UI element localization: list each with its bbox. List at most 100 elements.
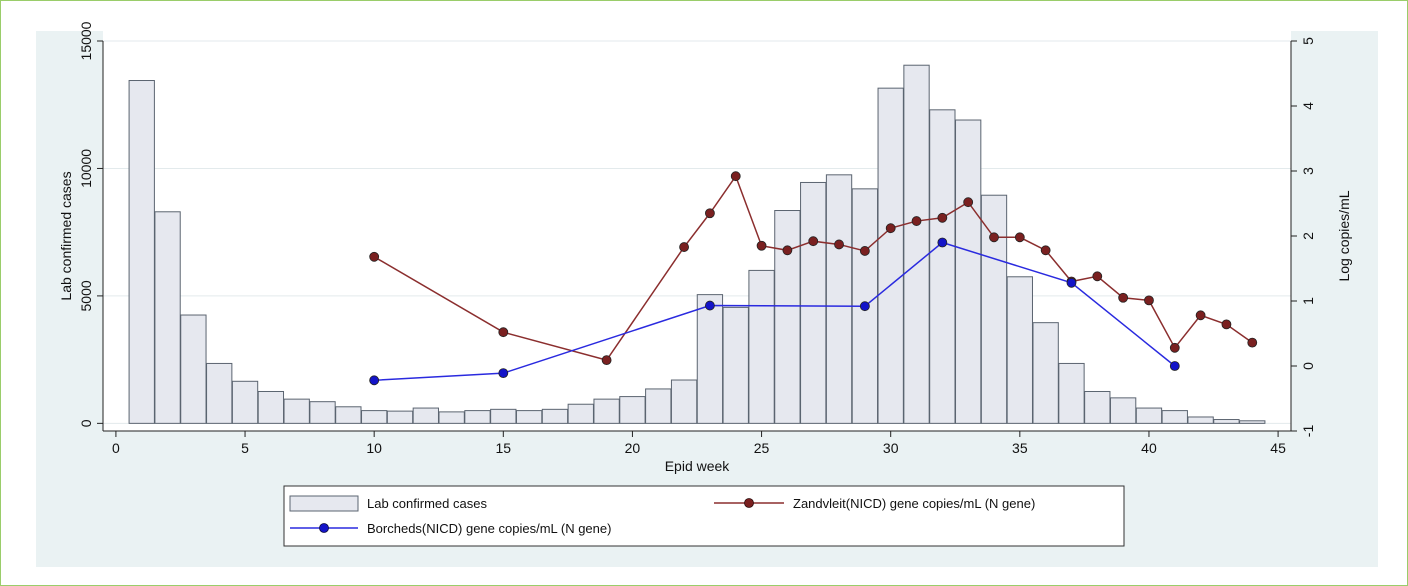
x-tick-label: 25: [754, 440, 770, 456]
legend-bar-swatch: [289, 495, 359, 512]
series-point-1: [1066, 277, 1077, 288]
series-point-0: [808, 236, 819, 247]
series-point-0: [1040, 245, 1051, 256]
legend-label-bars: Lab confirmed cases: [367, 496, 487, 511]
legend-borcheds-marker: [319, 523, 329, 533]
series-point-0: [963, 197, 974, 208]
x-axis-title: Epid week: [665, 458, 731, 474]
bar: [1135, 407, 1163, 424]
x-tick-label: 10: [366, 440, 382, 456]
bar: [800, 181, 827, 424]
bar: [180, 314, 207, 424]
x-tick-label: 40: [1141, 440, 1157, 456]
y2-axis-title: Log copies/mL: [1336, 190, 1352, 281]
y2-tick-label: 5: [1300, 37, 1316, 45]
y-axis-title: Lab confirmed cases: [58, 171, 74, 300]
series-point-1: [859, 301, 870, 312]
bar-series: [128, 64, 1266, 424]
series-point-0: [989, 232, 999, 243]
series-point-0: [1169, 342, 1180, 353]
series-point-0: [730, 171, 741, 182]
y2-tick-label: 4: [1300, 102, 1316, 110]
bar: [619, 396, 646, 424]
series-point-0: [1144, 295, 1154, 306]
line-series: [369, 171, 1258, 386]
bar: [903, 64, 930, 424]
series-point-0: [705, 208, 715, 219]
bar: [386, 410, 414, 424]
bar: [722, 306, 749, 424]
series-point-0: [782, 245, 793, 256]
series-point-1: [705, 300, 715, 311]
bar: [825, 174, 853, 424]
bar: [438, 411, 465, 424]
legend-box: [283, 485, 1125, 547]
bar: [593, 398, 620, 424]
x-tick-label: 45: [1270, 440, 1286, 456]
series-point-0: [1014, 232, 1025, 243]
y2-tick-label: 1: [1300, 297, 1316, 305]
bar: [1213, 419, 1240, 424]
series-point-0: [1221, 319, 1232, 330]
x-tick-label: 20: [625, 440, 641, 456]
y-tick-label: 5000: [78, 280, 94, 311]
bar: [696, 294, 724, 424]
axes: 0 5 10 15 20 25 30 35 40 45050001000015000-101234…: [58, 21, 1352, 474]
bar: [464, 410, 491, 424]
series-point-0: [885, 223, 896, 234]
bar: [515, 410, 543, 424]
bar: [541, 408, 569, 424]
bar: [1161, 410, 1188, 424]
legend: Lab confirmed cases Zandvleit(NICD) gene…: [283, 485, 1125, 547]
y-tick-label: 15000: [78, 21, 94, 60]
legend-label-zandvleit: Zandvleit(NICD) gene copies/mL (N gene): [793, 496, 1035, 511]
y2-tick-label: 0: [1300, 362, 1316, 370]
y2-tick-label: 2: [1300, 232, 1316, 240]
x-tick-label: 15: [496, 440, 512, 456]
bar: [412, 407, 439, 424]
bar: [1239, 420, 1266, 424]
x-tick-label: 5: [241, 440, 249, 456]
bar: [645, 388, 672, 424]
bar: [1032, 322, 1059, 424]
series-point-0: [1092, 271, 1103, 282]
bar: [1084, 390, 1111, 424]
bar: [335, 406, 362, 424]
y-tick-label: 10000: [78, 149, 94, 188]
bar: [128, 80, 155, 424]
series-point-1: [369, 375, 380, 386]
bar: [877, 87, 904, 424]
series-point-0: [1247, 337, 1258, 348]
series-point-0: [937, 212, 948, 223]
legend-zandvleit-marker: [744, 498, 754, 508]
bar: [929, 109, 956, 424]
bar: [774, 210, 801, 424]
bar: [1109, 397, 1137, 424]
x-tick-label: 35: [1012, 440, 1028, 456]
bar: [567, 403, 594, 424]
x-tick-label: 30: [883, 440, 899, 456]
bar: [670, 379, 698, 424]
x-tick-label: 0: [112, 440, 120, 456]
bar: [206, 362, 233, 424]
bar: [361, 410, 388, 424]
series-point-0: [834, 239, 844, 250]
series-point-0: [369, 251, 380, 262]
legend-label-borcheds: Borcheds(NICD) gene copies/mL (N gene): [367, 521, 611, 536]
bar: [154, 211, 181, 424]
y2-tick-label: 3: [1300, 167, 1316, 175]
series-point-0: [911, 216, 922, 226]
y-tick-label: 0: [78, 419, 94, 427]
bar: [231, 380, 259, 424]
bar: [309, 401, 336, 424]
series-point-0: [1195, 310, 1206, 321]
bar: [980, 194, 1008, 424]
series-point-1: [1169, 361, 1180, 371]
series-point-0: [859, 246, 870, 256]
bar: [955, 119, 982, 424]
bar: [490, 408, 517, 424]
bar: [257, 390, 285, 424]
bar: [283, 398, 310, 424]
